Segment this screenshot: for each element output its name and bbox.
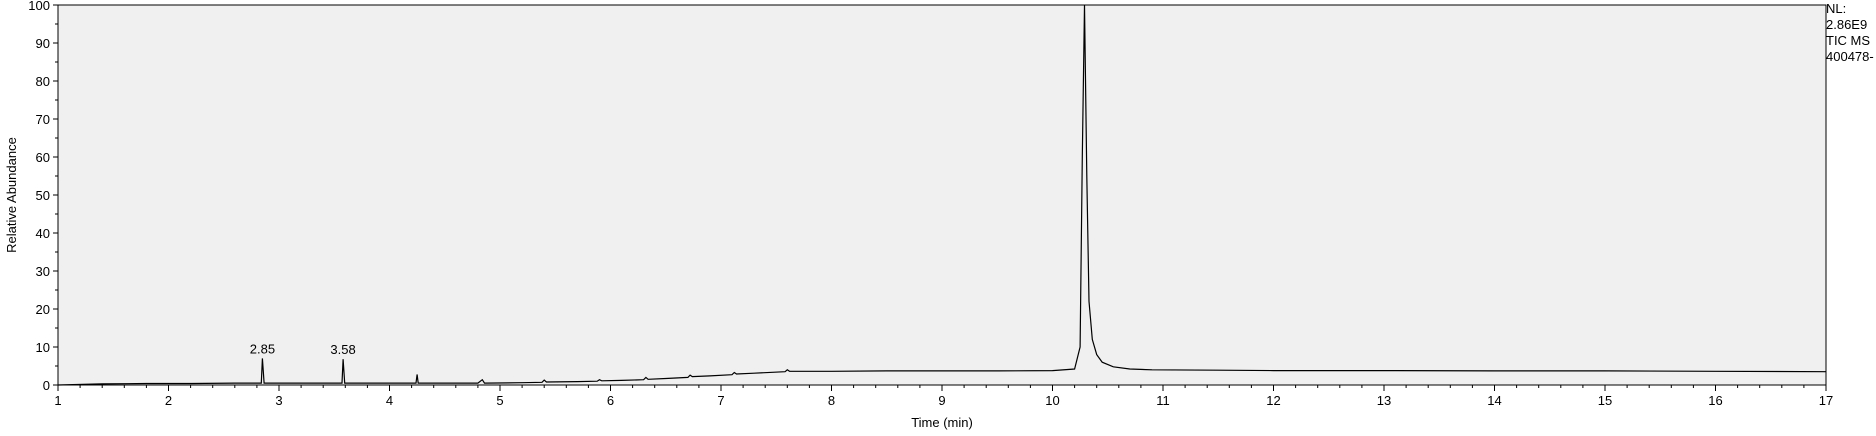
file-name: 400478- bbox=[1826, 49, 1874, 64]
x-tick-label: 7 bbox=[717, 393, 724, 408]
x-tick-label: 6 bbox=[607, 393, 614, 408]
x-tick-label: 15 bbox=[1598, 393, 1612, 408]
y-tick-label: 30 bbox=[36, 264, 50, 279]
y-tick-label: 60 bbox=[36, 150, 50, 165]
nl-value: 2.86E9 bbox=[1826, 17, 1868, 32]
x-tick-label: 5 bbox=[496, 393, 503, 408]
x-tick-label: 3 bbox=[275, 393, 282, 408]
x-tick-label: 11 bbox=[1156, 393, 1170, 408]
nl-label: NL: bbox=[1826, 1, 1847, 16]
x-tick-label: 14 bbox=[1487, 393, 1501, 408]
x-tick-label: 9 bbox=[938, 393, 945, 408]
y-tick-label: 90 bbox=[36, 36, 50, 51]
x-tick-label: 2 bbox=[165, 393, 172, 408]
y-tick-label: 40 bbox=[36, 226, 50, 241]
x-tick-label: 10 bbox=[1045, 393, 1059, 408]
y-tick-label: 80 bbox=[36, 74, 50, 89]
x-tick-label: 8 bbox=[828, 393, 835, 408]
plot-area bbox=[57, 4, 1827, 386]
x-tick-label: 17 bbox=[1819, 393, 1833, 408]
peak-labels: 2.85 3.58 10.29 bbox=[250, 0, 1101, 357]
tic-trace-line bbox=[57, 4, 1827, 386]
x-tick-label: 13 bbox=[1377, 393, 1391, 408]
y-tick-label: 70 bbox=[36, 112, 50, 127]
peak-label: 2.85 bbox=[250, 341, 275, 356]
y-axis-label: Relative Abundance bbox=[4, 137, 19, 253]
x-tick-label: 16 bbox=[1708, 393, 1722, 408]
y-axis: 0 10 20 30 40 50 60 70 80 90 100 bbox=[28, 0, 58, 393]
y-tick-label: 20 bbox=[36, 302, 50, 317]
y-tick-label: 50 bbox=[36, 188, 50, 203]
y-tick-label: 10 bbox=[36, 340, 50, 355]
x-tick-label: 1 bbox=[54, 393, 61, 408]
peak-label: 10.29 bbox=[1068, 0, 1101, 3]
y-tick-label: 0 bbox=[43, 378, 50, 393]
x-axis-label: Time (min) bbox=[911, 415, 973, 430]
y-tick-label: 100 bbox=[28, 0, 50, 13]
x-tick-label: 4 bbox=[386, 393, 393, 408]
peak-label: 3.58 bbox=[330, 342, 355, 357]
x-tick-label: 12 bbox=[1266, 393, 1280, 408]
x-axis: 1 2 3 4 5 6 7 8 9 10 11 12 13 14 15 16 17 bbox=[54, 385, 1833, 408]
trace-type: TIC MS bbox=[1826, 33, 1871, 48]
scan-info-panel: NL: 2.86E9 TIC MS 400478- bbox=[1826, 1, 1876, 65]
